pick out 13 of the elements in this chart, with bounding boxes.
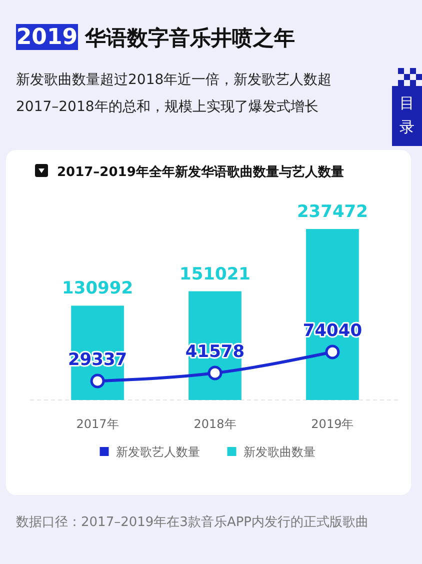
legend-label: 新发歌曲数量 xyxy=(243,445,316,459)
text: 2017–2019年全年新发华语歌曲数量与艺人数量 xyxy=(57,164,344,180)
data-label: 151021 xyxy=(180,264,250,284)
x-tick-label: 2018年 xyxy=(194,417,236,431)
x-tick-label: 2019年 xyxy=(311,417,354,431)
data-label: 237472 xyxy=(296,202,368,222)
legend-label: 新发歌艺人数量 xyxy=(116,445,200,459)
chart-title: 2019 华语数字音乐井喷之年 xyxy=(16,25,295,50)
data-label: 130992 xyxy=(62,278,134,299)
x-tick-label: 2017年 xyxy=(76,417,119,431)
chart-subtitle: 新发歌曲数量超过2018年近一倍，新发歌艺人数超2017–2018年的总和，规模上实现了爆发式增长 xyxy=(16,72,332,115)
text: 目录 xyxy=(400,94,414,136)
text: 数据口径：2017–2019年在3款音乐APP内发行的正式版歌曲 xyxy=(16,515,369,530)
